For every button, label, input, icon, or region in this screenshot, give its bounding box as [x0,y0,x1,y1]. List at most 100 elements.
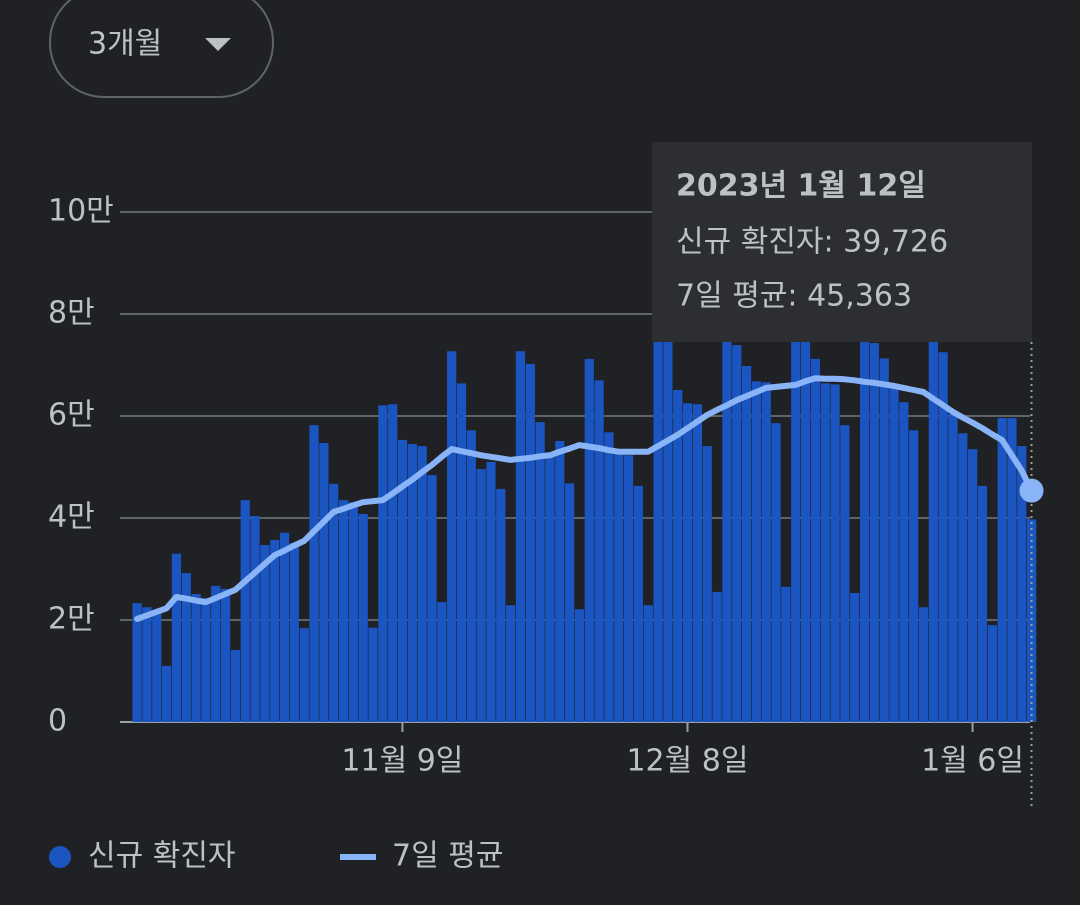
hover-point [1019,478,1044,503]
bar [270,539,280,722]
y-tick-label: 8만 [48,296,95,331]
bar [869,343,879,722]
bar [447,351,457,722]
bar [899,402,909,722]
bar [751,381,761,722]
bar [358,513,368,722]
bar [1017,446,1027,722]
y-tick-label: 2만 [48,602,95,637]
bar [761,382,771,722]
bar [299,628,309,722]
y-tick-label: 0 [48,704,67,739]
bar [918,607,929,722]
bar [722,314,732,722]
bar [948,413,958,722]
legend-swatch [49,846,71,868]
bar [624,455,634,722]
bar [702,446,712,722]
bar [889,384,899,722]
y-tick-label: 4만 [48,500,95,535]
bar [230,650,240,722]
bar [1027,519,1037,722]
bar [850,592,860,722]
bar [250,515,260,722]
bar [643,605,653,722]
bar [692,404,703,722]
bar [977,485,988,722]
bar [407,444,417,722]
x-tick-label: 1월 6일 [921,744,1024,779]
bar [201,598,211,722]
bar [968,449,978,722]
bar [476,469,486,722]
bar [987,625,997,722]
bar [388,404,398,722]
tooltip-row: 7일 평균: 45,363 [676,279,912,314]
bar [673,389,683,722]
bar [663,339,673,722]
tooltip-title: 2023년 1월 12일 [676,169,926,204]
bar [515,351,526,722]
bar [997,418,1007,722]
bar [309,425,319,722]
x-tick-label: 12월 8일 [626,744,748,779]
bar [152,609,162,722]
bar [633,485,644,722]
bar [181,573,191,722]
bar [938,352,948,722]
bar [840,425,850,722]
bar [594,380,604,722]
bar [171,553,182,722]
bar [279,532,290,722]
legend-label: 7일 평균 [392,839,503,874]
bar [506,605,516,722]
tooltip [652,142,1032,342]
bar [132,603,142,722]
bar [535,422,545,722]
bar [909,430,919,722]
bar [545,452,555,722]
bar [427,475,437,722]
bar [614,454,624,722]
bar [260,545,270,722]
bar [791,303,801,722]
bar [820,383,830,722]
bar [712,591,722,722]
bar [456,383,467,722]
plot: 0 2만 4만 6만 8만 10만 11월 9일 12월 8일 1월 6일 [48,194,1037,779]
y-tick-label: 10만 [48,194,114,229]
bar [958,433,968,722]
bar [329,483,339,722]
line-series [134,375,1035,622]
bar [220,588,231,722]
bar [496,488,506,722]
bar [859,314,870,722]
bar [732,345,742,722]
dropdown-label[interactable]: 3개월 [88,27,162,62]
bar [338,500,349,722]
bar [397,439,408,722]
bar [368,627,378,722]
bar [142,607,152,722]
dropdown[interactable] [49,0,274,98]
bar [800,314,811,722]
bar [810,358,820,722]
bar [191,593,201,722]
bar [565,483,575,722]
bar [604,432,614,722]
bar [211,585,221,722]
bar [348,502,358,722]
bar [879,358,889,722]
x-tick-label: 11월 9일 [341,744,463,779]
bar [486,461,496,722]
bar [653,324,663,722]
bar [525,363,535,722]
bar [584,358,594,722]
bar [574,609,585,722]
y-tick-label: 6만 [48,398,95,433]
bar [466,430,476,722]
bar [289,542,299,722]
dropdown-arrow[interactable] [205,38,231,51]
bar [437,602,447,722]
